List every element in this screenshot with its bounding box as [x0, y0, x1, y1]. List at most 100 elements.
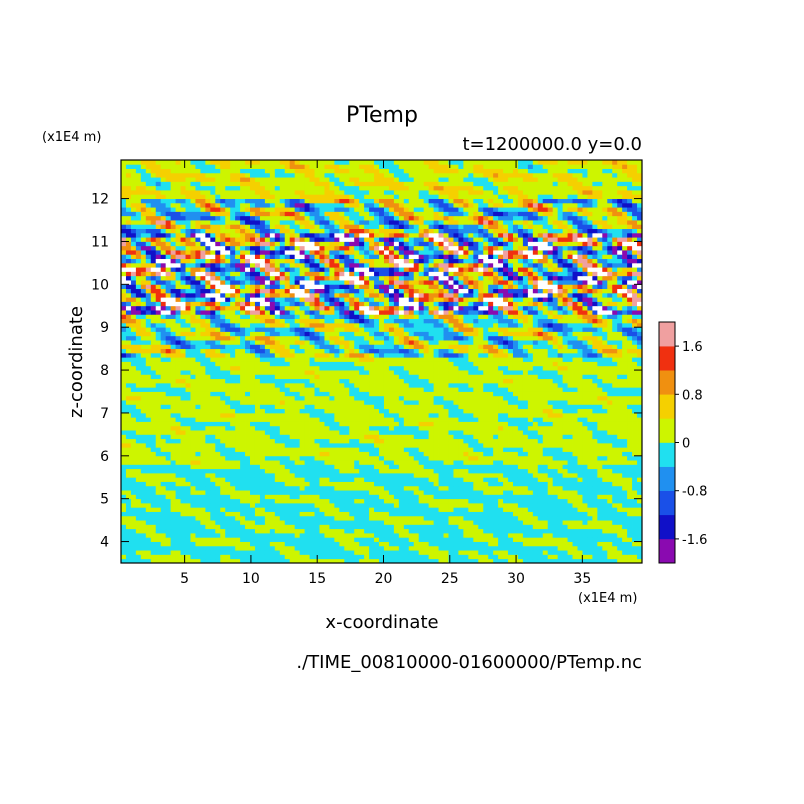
heatmap-cell: [448, 524, 454, 530]
heatmap-cell: [299, 400, 305, 405]
heatmap-cell: [428, 417, 434, 422]
heatmap-cell: [364, 485, 370, 491]
heatmap-cell: [165, 554, 172, 560]
y-unit-label: (x1E4 m): [42, 130, 101, 145]
heatmap-cell: [155, 361, 162, 367]
heatmap-cell: [567, 365, 573, 371]
heatmap-cell: [443, 378, 449, 384]
heatmap-cell: [562, 477, 568, 482]
heatmap-cell: [230, 545, 236, 551]
heatmap-cell: [592, 387, 598, 392]
heatmap-cell: [170, 481, 176, 487]
heatmap-cell: [478, 400, 484, 405]
heatmap-cell: [150, 447, 157, 452]
heatmap-cell: [567, 438, 573, 444]
heatmap-cell: [418, 532, 425, 538]
heatmap-cell: [324, 515, 330, 521]
heatmap-cell: [597, 382, 603, 388]
heatmap-cell: [418, 391, 425, 397]
heatmap-cell: [155, 395, 162, 401]
heatmap-cell: [632, 485, 638, 491]
heatmap-cell: [597, 554, 603, 560]
heatmap-cell: [503, 400, 509, 405]
heatmap-cell: [145, 417, 152, 422]
heatmap-cell: [359, 357, 365, 362]
heatmap-cell: [567, 507, 573, 512]
heatmap-cell: [552, 417, 559, 422]
heatmap-cell: [627, 498, 633, 504]
heatmap-cell: [324, 481, 330, 487]
heatmap-cell: [299, 545, 305, 551]
heatmap-cell: [175, 425, 181, 431]
heatmap-cell: [379, 494, 385, 500]
heatmap-cell: [532, 541, 539, 547]
heatmap-cell: [269, 395, 276, 401]
heatmap-cell: [587, 464, 593, 470]
heatmap-cell: [587, 430, 593, 435]
heatmap-cell: [319, 477, 325, 482]
heatmap-cell: [512, 382, 519, 388]
heatmap-cell: [334, 391, 340, 397]
heatmap-cell: [170, 412, 176, 418]
heatmap-cell: [577, 365, 583, 371]
heatmap-cell: [195, 511, 201, 517]
heatmap-cell: [408, 357, 415, 362]
heatmap-cell: [259, 528, 266, 534]
heatmap-cell: [215, 554, 221, 560]
heatmap-cell: [245, 477, 251, 482]
heatmap-cell: [145, 468, 152, 474]
heatmap-cell: [369, 520, 375, 525]
heatmap-cell: [140, 417, 147, 422]
heatmap-cell: [250, 391, 256, 397]
heatmap-cell: [304, 382, 310, 388]
heatmap-cell: [284, 545, 291, 551]
heatmap-cell: [622, 365, 628, 371]
heatmap-cell: [250, 421, 256, 427]
heatmap-cell: [398, 485, 405, 491]
heatmap-cell: [498, 528, 504, 534]
heatmap-cell: [517, 442, 524, 448]
heatmap-cell: [413, 545, 420, 551]
heatmap-cell: [428, 502, 434, 508]
heatmap-cell: [393, 515, 400, 521]
heatmap-cell: [517, 490, 524, 495]
heatmap-cell: [493, 477, 499, 482]
heatmap-cell: [145, 554, 152, 560]
heatmap-cell: [175, 524, 181, 530]
heatmap-cell: [274, 511, 281, 517]
heatmap-cell: [349, 502, 355, 508]
heatmap-cell: [289, 455, 296, 461]
heatmap-cell: [269, 550, 276, 555]
heatmap-cell: [597, 545, 603, 551]
heatmap-cell: [617, 370, 623, 375]
heatmap-cell: [349, 477, 355, 482]
heatmap-cell: [612, 430, 618, 435]
heatmap-cell: [418, 524, 425, 530]
heatmap-cell: [398, 498, 405, 504]
heatmap-cell: [602, 412, 608, 418]
heatmap-cell: [423, 460, 430, 465]
heatmap-cell: [309, 524, 315, 530]
heatmap-cell: [140, 507, 147, 512]
heatmap-cell: [448, 558, 454, 564]
heatmap-cell: [463, 430, 469, 435]
heatmap-cell: [210, 391, 216, 397]
heatmap-cell: [393, 494, 400, 500]
heatmap-cell: [121, 498, 127, 504]
heatmap-cell: [121, 374, 127, 380]
heatmap-cell: [240, 361, 246, 367]
heatmap-cell: [250, 485, 256, 491]
heatmap-cell: [557, 391, 564, 397]
heatmap-cell: [314, 472, 320, 478]
heatmap-cell: [125, 357, 132, 362]
heatmap-cell: [617, 378, 623, 384]
heatmap-cell: [498, 455, 504, 461]
heatmap-cell: [517, 554, 524, 560]
heatmap-cell: [369, 357, 375, 362]
heatmap-cell: [349, 558, 355, 564]
heatmap-cell: [463, 387, 469, 392]
heatmap-cell: [383, 412, 390, 418]
heatmap-cell: [622, 554, 628, 560]
heatmap-cell: [135, 395, 142, 401]
heatmap-cell: [547, 507, 554, 512]
